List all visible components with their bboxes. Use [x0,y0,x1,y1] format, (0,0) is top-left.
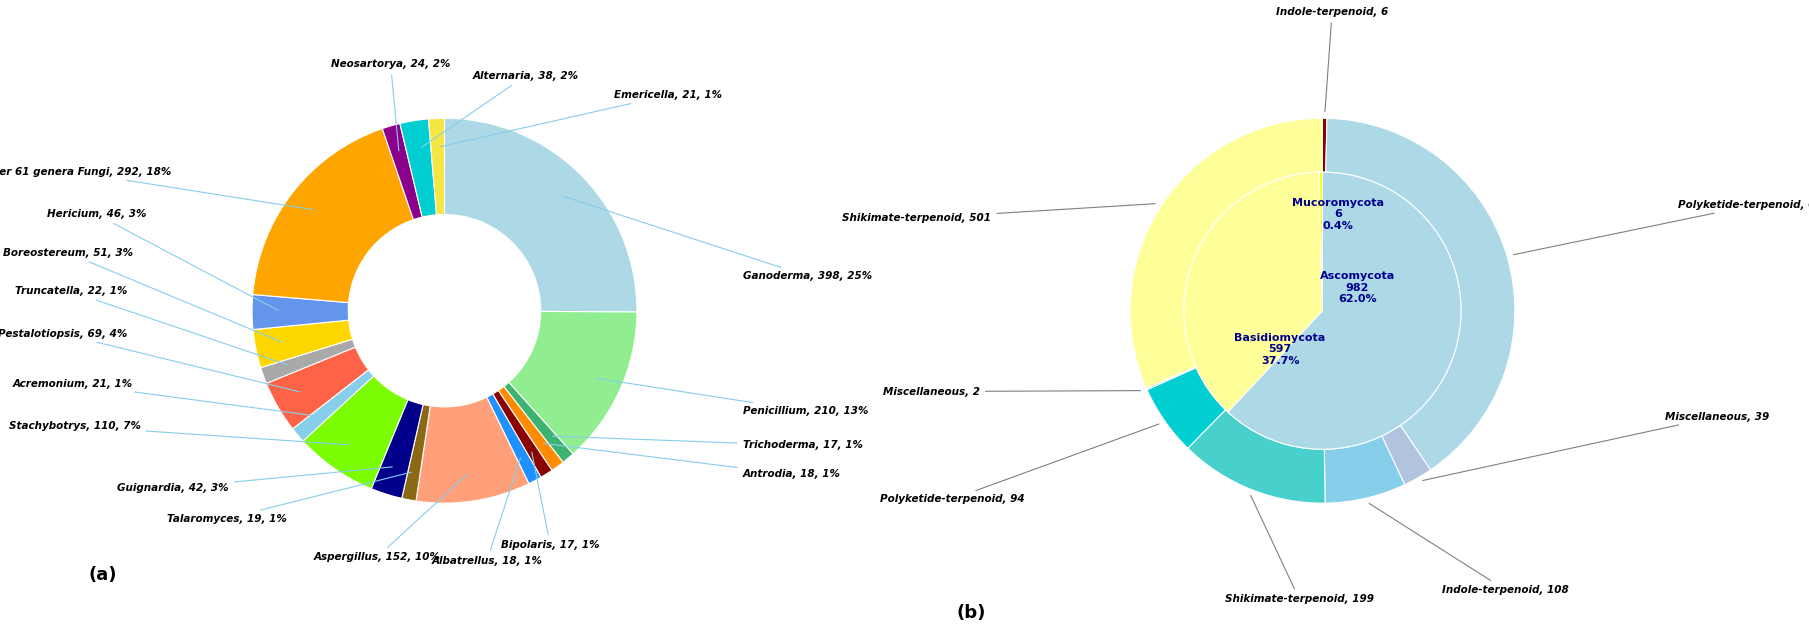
Text: Boreostereum, 51, 3%: Boreostereum, 51, 3% [4,248,282,342]
Wedge shape [382,123,421,220]
Wedge shape [508,311,637,454]
Wedge shape [503,382,573,462]
Wedge shape [400,119,436,217]
Text: Shikimate-terpenoid, 501: Shikimate-terpenoid, 501 [843,203,1156,224]
Wedge shape [1189,410,1326,503]
Text: Other 61 genera Fungi, 292, 18%: Other 61 genera Fungi, 292, 18% [0,167,313,210]
Text: (a): (a) [89,566,118,584]
Text: Trichoderma, 17, 1%: Trichoderma, 17, 1% [552,436,863,450]
Wedge shape [402,404,431,501]
Text: Indole-terpenoid, 6: Indole-terpenoid, 6 [1275,8,1388,112]
Text: Acremonium, 21, 1%: Acremonium, 21, 1% [13,379,317,416]
Text: Stachybotrys, 110, 7%: Stachybotrys, 110, 7% [9,421,347,445]
Text: Antrodia, 18, 1%: Antrodia, 18, 1% [543,444,841,479]
Text: Talaromyces, 19, 1%: Talaromyces, 19, 1% [166,472,411,524]
Wedge shape [445,118,637,312]
Text: Hericium, 46, 3%: Hericium, 46, 3% [47,210,279,311]
Wedge shape [302,376,407,489]
Wedge shape [492,391,552,477]
Wedge shape [253,129,414,302]
Wedge shape [487,394,541,484]
Wedge shape [260,339,355,384]
Wedge shape [1382,425,1431,484]
Text: Ganoderma, 398, 25%: Ganoderma, 398, 25% [563,197,872,281]
Wedge shape [1326,118,1514,470]
Text: Alternaria, 38, 2%: Alternaria, 38, 2% [421,71,579,147]
Wedge shape [266,347,369,429]
Wedge shape [1324,436,1406,503]
Text: Indole-terpenoid, 108: Indole-terpenoid, 108 [1369,503,1568,595]
Text: Polyketide-terpenoid, 94: Polyketide-terpenoid, 94 [879,424,1160,504]
Wedge shape [1322,118,1328,172]
Wedge shape [251,294,349,329]
Text: Ascomycota
982
62.0%: Ascomycota 982 62.0% [1319,271,1395,304]
Text: Pestalotiopsis, 69, 4%: Pestalotiopsis, 69, 4% [0,329,300,392]
Text: Aspergillus, 152, 10%: Aspergillus, 152, 10% [313,474,467,562]
Wedge shape [293,370,374,441]
Wedge shape [1131,118,1322,388]
Wedge shape [1147,368,1225,448]
Wedge shape [497,386,563,471]
Text: Mucoromycota
6
0.4%: Mucoromycota 6 0.4% [1292,198,1384,231]
Text: Polyketide-terpenoid, 636: Polyketide-terpenoid, 636 [1514,200,1809,255]
Wedge shape [429,118,445,215]
Text: Shikimate-terpenoid, 199: Shikimate-terpenoid, 199 [1225,495,1373,604]
Text: Miscellaneous, 39: Miscellaneous, 39 [1422,411,1769,481]
Wedge shape [371,399,423,498]
Wedge shape [1228,172,1462,449]
Wedge shape [416,397,528,503]
Wedge shape [253,320,353,368]
Wedge shape [1319,172,1322,311]
Text: (b): (b) [957,604,986,622]
Wedge shape [1183,172,1322,412]
Text: Neosartorya, 24, 2%: Neosartorya, 24, 2% [331,59,450,151]
Text: Bipolaris, 17, 1%: Bipolaris, 17, 1% [501,452,599,551]
Text: Guignardia, 42, 3%: Guignardia, 42, 3% [118,467,393,493]
Wedge shape [1147,367,1196,390]
Text: Penicillium, 210, 13%: Penicillium, 210, 13% [597,378,868,416]
Text: Miscellaneous, 2: Miscellaneous, 2 [883,387,1140,396]
Text: Basidiomycota
597
37.7%: Basidiomycota 597 37.7% [1234,333,1326,366]
Text: Emericella, 21, 1%: Emericella, 21, 1% [440,90,722,147]
Text: Albatrellus, 18, 1%: Albatrellus, 18, 1% [431,458,543,566]
Text: Truncatella, 22, 1%: Truncatella, 22, 1% [14,287,288,365]
